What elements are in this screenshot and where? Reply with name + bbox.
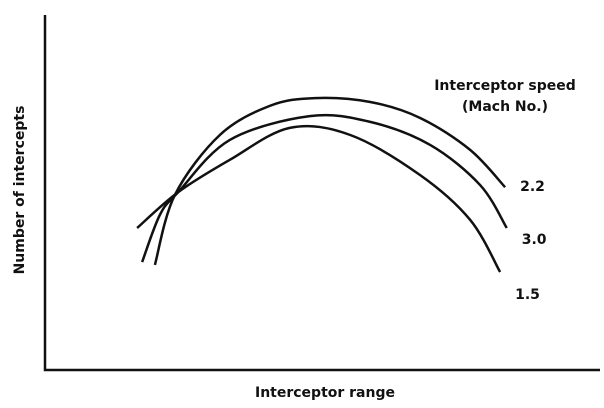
y-axis-label: Number of intercepts [12, 106, 28, 275]
curve [136, 124, 502, 273]
curve [153, 96, 507, 266]
curve-label: 1.5 [515, 287, 540, 303]
legend-title: (Mach No.) [462, 99, 548, 115]
legend-title: Interceptor speed [434, 78, 576, 94]
curve [140, 113, 508, 263]
x-axis-label: Interceptor range [255, 385, 395, 401]
axes [43, 15, 600, 372]
curve-label: 2.2 [520, 179, 545, 195]
curve-label: 3.0 [522, 232, 547, 248]
